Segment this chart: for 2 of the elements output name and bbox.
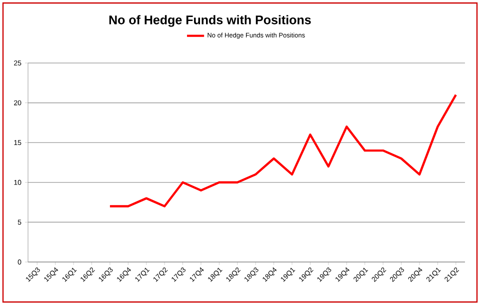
chart-title: No of Hedge Funds with Positions — [109, 15, 311, 27]
line-series — [108, 94, 457, 208]
